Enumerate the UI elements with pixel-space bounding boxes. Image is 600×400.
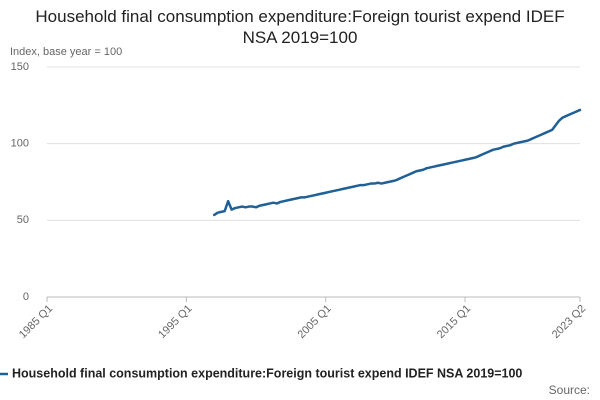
x-tick-label: 1985 Q1 (17, 303, 55, 341)
series-line (212, 108, 582, 217)
x-tick-label: 2023 Q2 (550, 303, 588, 341)
x-tick-label: 1995 Q1 (156, 303, 194, 341)
y-tick-label: 0 (23, 291, 29, 303)
y-tick-label: 100 (11, 138, 29, 150)
y-tick-label: 50 (17, 214, 29, 226)
y-axis-label: Index, base year = 100 (10, 46, 122, 58)
x-tick-label: 2005 Q1 (296, 303, 334, 341)
legend-label: Household final consumption expenditure:… (12, 366, 522, 380)
source: Source: (549, 383, 590, 397)
chart-title: Household final consumption expenditure:… (35, 7, 565, 47)
x-tick-label: 2015 Q1 (435, 303, 473, 341)
y-tick-label: 150 (11, 61, 29, 73)
